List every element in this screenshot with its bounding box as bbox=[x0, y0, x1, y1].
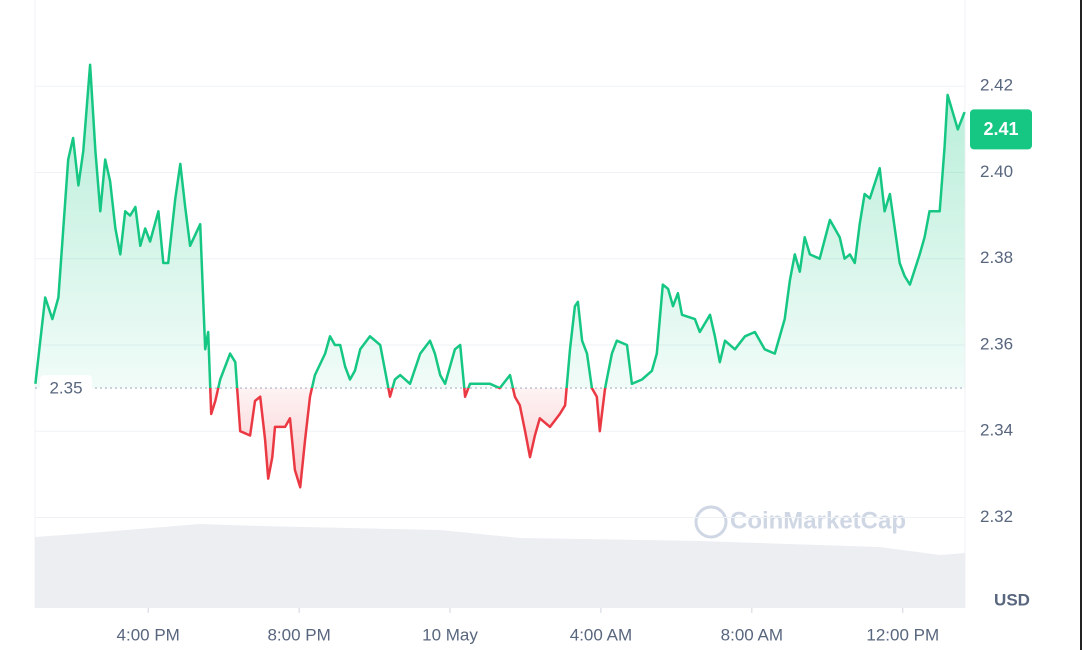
y-tick-label: 2.40 bbox=[980, 162, 1013, 181]
watermark: CoinMarketCap bbox=[730, 507, 906, 534]
y-tick-label: 2.34 bbox=[980, 421, 1013, 440]
current-price-label: 2.41 bbox=[983, 119, 1018, 139]
price-line bbox=[34, 63, 966, 489]
x-tick-label: 4:00 PM bbox=[117, 625, 180, 644]
currency-label: USD bbox=[994, 590, 1030, 609]
watermark-logo bbox=[694, 505, 728, 539]
x-tick-label: 8:00 PM bbox=[267, 625, 330, 644]
baseline-label-box bbox=[40, 375, 92, 402]
y-tick-label: 2.36 bbox=[980, 334, 1013, 353]
x-tick-label: 8:00 AM bbox=[721, 625, 783, 644]
x-tick-label: 12:00 PM bbox=[866, 625, 939, 644]
x-tick-label: 4:00 AM bbox=[570, 625, 632, 644]
y-tick-label: 2.42 bbox=[980, 76, 1013, 95]
current-price-box bbox=[970, 109, 1032, 150]
x-tick-label: 10 May bbox=[422, 625, 478, 644]
y-tick-label: 2.38 bbox=[980, 248, 1013, 267]
baseline-label: 2.35 bbox=[49, 379, 82, 398]
volume-band bbox=[35, 524, 965, 608]
y-tick-label: 2.32 bbox=[980, 507, 1013, 526]
price-area bbox=[35, 64, 965, 488]
